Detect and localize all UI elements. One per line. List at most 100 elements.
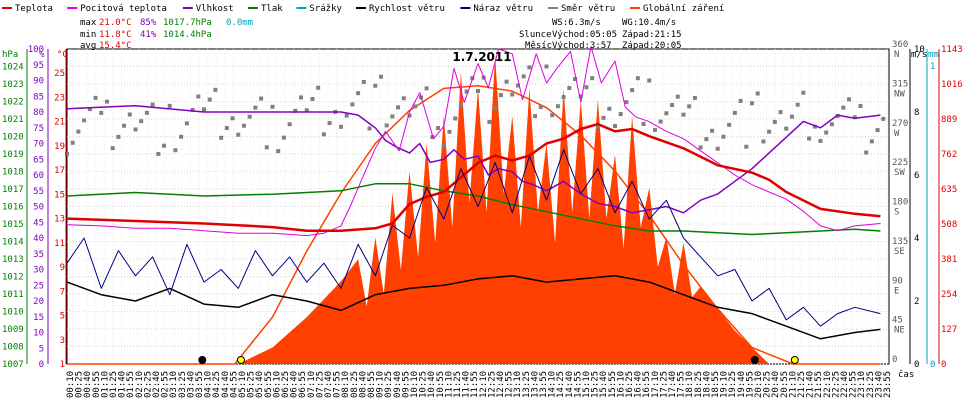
- stat-sun-label: Slunce: [519, 30, 552, 40]
- hpa-tick: 1015: [2, 220, 24, 230]
- time-tick: 20:10: [754, 371, 764, 398]
- time-tick: 23:25: [866, 371, 876, 398]
- pct-tick: 5: [39, 344, 44, 354]
- hpa-tick: 1017: [2, 185, 24, 195]
- wind-direction-point: [493, 106, 498, 111]
- wind-direction-point: [264, 145, 269, 150]
- wind-direction-point: [230, 116, 235, 121]
- time-tick: 09:25: [384, 371, 394, 398]
- wind-direction-point: [253, 105, 258, 110]
- wind-direction-point: [127, 112, 132, 117]
- wind-direction-point: [607, 106, 612, 111]
- radiation-layer: [67, 55, 881, 365]
- pct-tick: 10: [33, 329, 44, 339]
- marker-moon: [198, 356, 207, 364]
- wm2-tick: 254: [941, 290, 957, 300]
- wind-direction-point: [778, 110, 783, 115]
- wind-direction-point: [647, 78, 652, 83]
- c-tick: 11: [54, 239, 65, 249]
- time-tick: 02:25: [143, 371, 153, 398]
- time-tick: 03:40: [186, 371, 196, 398]
- wind-direction-point: [310, 97, 315, 102]
- time-tick: 07:10: [307, 371, 317, 398]
- time-tick: 16:10: [616, 371, 626, 398]
- wind-direction-point: [476, 89, 480, 93]
- stat-max-hum: 85%: [140, 18, 157, 28]
- wind-direction-point: [350, 102, 355, 107]
- pct-tick: 55: [33, 187, 44, 197]
- wind-direction-point: [601, 115, 606, 120]
- wind-direction-point: [533, 114, 538, 119]
- series-layer: [65, 46, 886, 364]
- time-tick: 19:25: [728, 371, 738, 398]
- time-tick: 22:10: [823, 371, 833, 398]
- stat-max-rain: 0.0mm: [226, 18, 253, 28]
- wind-direction-point: [321, 132, 326, 137]
- wind-direction-point: [173, 148, 178, 153]
- wind-direction-point: [339, 124, 343, 129]
- wind-direction-point: [755, 91, 760, 96]
- wind-direction-point: [801, 90, 806, 95]
- stat-avg-label: avg: [80, 41, 96, 51]
- time-tick: 12:10: [479, 371, 489, 398]
- time-tick: 05:40: [255, 371, 265, 398]
- time-tick: 07:55: [333, 371, 343, 398]
- dir-tick: 270: [892, 119, 908, 129]
- wind-speed-line: [66, 275, 881, 340]
- wind-direction-point: [692, 96, 697, 100]
- time-tick: 05:10: [238, 371, 248, 398]
- ms-tick: 2: [914, 297, 919, 307]
- time-tick: 23:40: [874, 371, 884, 398]
- dir-tick: 90: [892, 276, 903, 286]
- wind-direction-point: [327, 121, 332, 126]
- wind-direction-point: [247, 114, 252, 119]
- wind-direction-point: [789, 114, 794, 119]
- time-tick: 01:25: [109, 371, 119, 398]
- legend-label: Vlhkost: [196, 4, 234, 14]
- time-tick: 10:10: [410, 371, 420, 398]
- time-tick: 22:55: [849, 371, 859, 398]
- time-tick: 14:10: [548, 371, 558, 398]
- time-tick: 00:10: [66, 371, 76, 398]
- pct-tick: 25: [33, 281, 44, 291]
- wind-direction-point: [447, 129, 452, 134]
- hpa-tick: 1018: [2, 168, 24, 178]
- time-tick: 20:55: [780, 371, 790, 398]
- wind-direction-point: [99, 110, 104, 115]
- time-tick: 09:40: [393, 371, 403, 398]
- ms-tick: 8: [914, 108, 919, 118]
- pct-tick: 15: [33, 313, 44, 323]
- time-tick: 00:40: [83, 371, 93, 398]
- time-tick: 08:40: [358, 371, 368, 398]
- wind-direction-point: [396, 105, 401, 110]
- wm2-tick: 381: [941, 255, 957, 265]
- wind-direction-point: [116, 134, 121, 139]
- wind-direction-point: [710, 128, 715, 133]
- wind-direction-point: [664, 111, 669, 116]
- wind-direction-point: [761, 139, 766, 144]
- wind-direction-point: [613, 124, 617, 128]
- x-axis-label: čas: [898, 369, 914, 380]
- wind-direction-point: [207, 97, 212, 102]
- time-tick: 13:55: [539, 371, 549, 398]
- time-tick: 22:25: [831, 371, 841, 398]
- pct-tick: 95: [33, 61, 44, 71]
- time-tick: 06:25: [281, 371, 291, 398]
- dir-tick-name: N: [894, 50, 899, 60]
- hpa-tick: 1022: [2, 98, 24, 108]
- wind-direction-point: [847, 97, 852, 102]
- wind-direction-point: [270, 104, 275, 109]
- time-tick: 20:40: [771, 371, 781, 398]
- wind-direction-point: [133, 127, 138, 132]
- wind-direction-point: [744, 144, 749, 149]
- wind-direction-point: [767, 129, 772, 134]
- time-tick: 22:40: [840, 371, 850, 398]
- time-tick: 20:25: [763, 371, 773, 398]
- stat-sun-rise: Východ:05:05: [552, 30, 617, 40]
- pct-tick: 75: [33, 124, 44, 134]
- stat-moon-set: Západ:20:05: [622, 41, 682, 51]
- pressure-line: [66, 183, 881, 236]
- wind-direction-point: [555, 104, 560, 109]
- wind-direction-point: [573, 77, 578, 82]
- marker-moon: [750, 356, 759, 364]
